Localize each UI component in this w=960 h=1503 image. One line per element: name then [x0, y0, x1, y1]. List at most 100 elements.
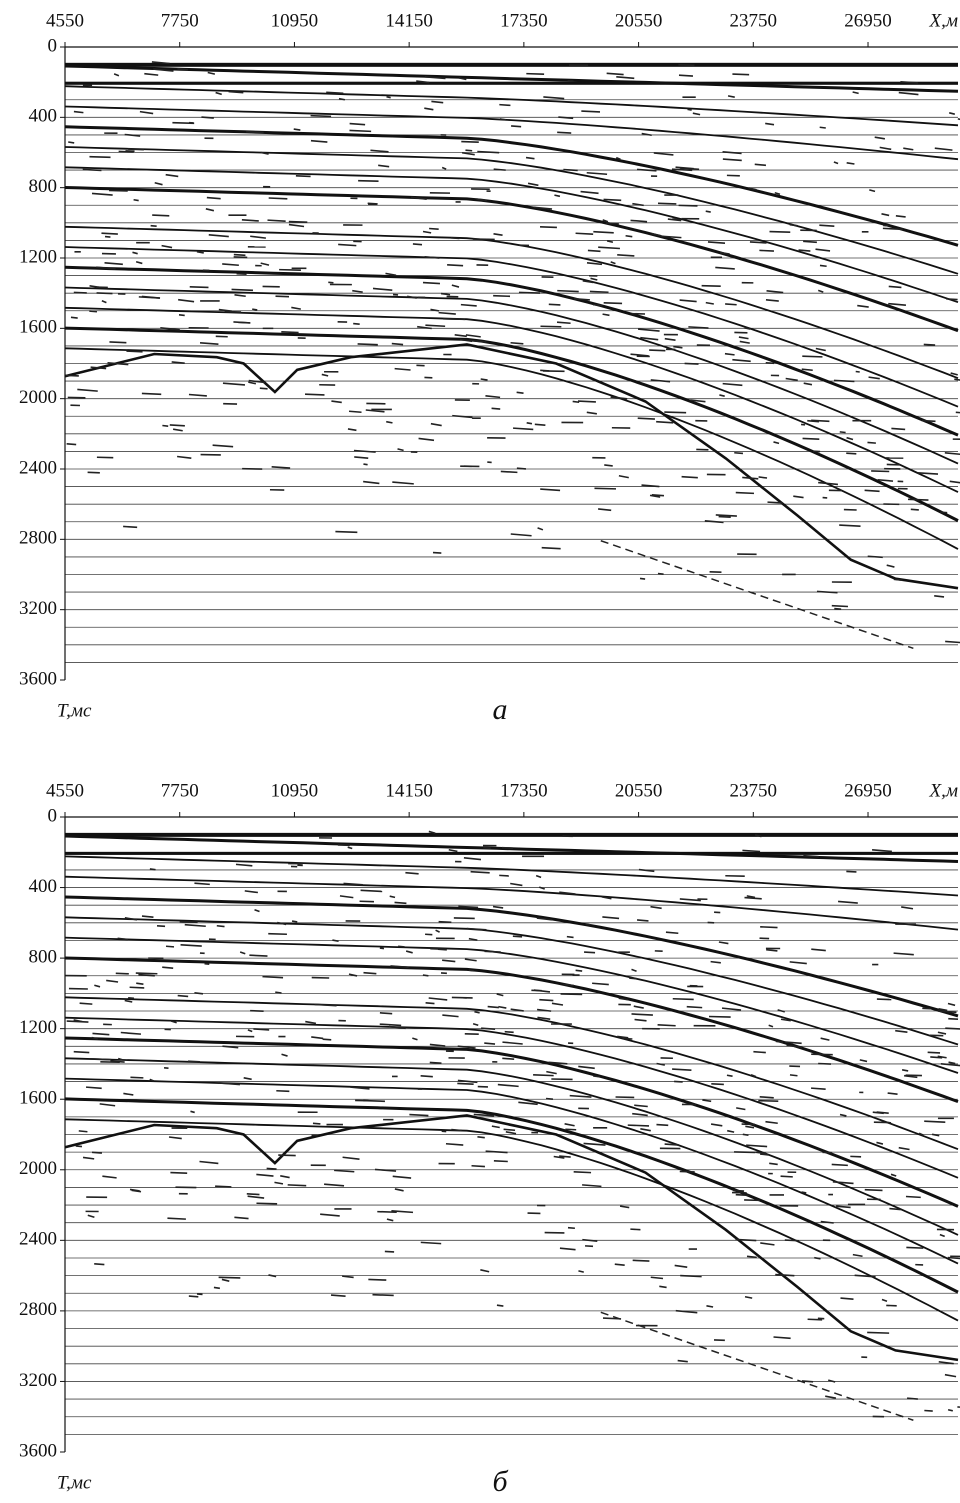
texture: [409, 1113, 429, 1117]
texture: [575, 232, 594, 235]
texture: [733, 1189, 745, 1192]
texture: [888, 302, 907, 306]
texture: [360, 889, 383, 893]
texture: [548, 303, 561, 306]
texture: [249, 954, 268, 957]
texture: [239, 951, 246, 955]
texture: [406, 295, 417, 299]
texture: [957, 1406, 960, 1408]
texture: [466, 927, 487, 931]
texture: [386, 1218, 394, 1222]
texture: [563, 168, 578, 172]
texture: [430, 947, 447, 951]
reflector: [64, 225, 959, 380]
texture: [780, 1018, 791, 1022]
texture: [189, 286, 209, 289]
texture: [416, 80, 430, 84]
texture: [742, 476, 759, 480]
texture: [295, 175, 311, 178]
texture: [814, 1256, 821, 1260]
texture: [664, 337, 676, 341]
texture: [879, 146, 892, 151]
texture: [777, 1009, 785, 1013]
texture: [765, 361, 775, 365]
texture: [266, 1167, 277, 1170]
texture: [442, 959, 456, 963]
x-tick-label: 23750: [730, 780, 778, 801]
texture: [610, 261, 616, 265]
texture: [744, 896, 762, 900]
texture: [101, 232, 118, 235]
texture: [602, 313, 610, 317]
texture: [774, 192, 781, 196]
texture: [789, 223, 798, 227]
texture: [235, 863, 253, 867]
texture: [631, 1013, 653, 1016]
texture: [702, 1099, 712, 1103]
texture: [583, 1142, 606, 1146]
texture: [907, 1397, 918, 1400]
texture: [162, 424, 169, 427]
texture: [674, 1264, 688, 1268]
texture: [370, 149, 389, 153]
texture: [190, 1110, 195, 1114]
texture: [89, 310, 98, 313]
texture: [900, 81, 919, 84]
texture: [363, 971, 377, 975]
texture: [586, 171, 608, 176]
texture: [262, 975, 284, 979]
texture: [867, 1331, 890, 1334]
texture: [288, 223, 305, 228]
texture: [742, 1133, 749, 1137]
texture: [857, 304, 869, 308]
y-tick-label: 2000: [19, 1158, 57, 1179]
texture: [950, 372, 958, 376]
texture: [89, 155, 111, 159]
texture: [458, 905, 479, 909]
texture: [803, 382, 813, 386]
texture: [194, 882, 210, 886]
texture: [569, 1094, 592, 1098]
texture: [465, 149, 473, 152]
texture: [90, 1057, 112, 1061]
texture: [510, 1008, 524, 1012]
texture: [677, 1359, 688, 1363]
texture: [614, 1263, 625, 1267]
texture: [678, 74, 694, 77]
texture: [715, 266, 735, 270]
texture: [109, 341, 127, 344]
texture: [803, 240, 817, 244]
texture: [348, 973, 358, 977]
texture: [746, 1255, 757, 1259]
texture: [172, 428, 183, 432]
texture: [372, 287, 393, 292]
texture: [335, 530, 358, 534]
texture: [786, 1044, 803, 1049]
x-tick-label: 26950: [844, 10, 892, 31]
texture: [397, 945, 405, 948]
x-tick-label: 17350: [500, 10, 548, 31]
texture: [559, 891, 576, 895]
texture: [149, 1078, 155, 1082]
texture: [619, 1205, 630, 1209]
texture: [606, 72, 624, 76]
texture: [537, 527, 544, 531]
texture: [789, 961, 807, 965]
texture: [314, 1003, 337, 1007]
texture: [92, 1032, 110, 1036]
texture: [706, 1304, 714, 1308]
texture: [672, 218, 681, 221]
x-tick-label: 7750: [161, 780, 199, 801]
texture: [64, 374, 79, 377]
texture: [256, 1173, 274, 1177]
texture: [679, 898, 701, 902]
texture: [397, 448, 404, 452]
y-tick-label: 3200: [19, 1370, 57, 1391]
texture: [563, 983, 574, 987]
texture: [540, 325, 562, 328]
texture: [949, 480, 960, 484]
texture: [616, 76, 635, 80]
texture: [247, 1029, 253, 1033]
reflector: [64, 936, 959, 1074]
texture: [87, 471, 100, 474]
